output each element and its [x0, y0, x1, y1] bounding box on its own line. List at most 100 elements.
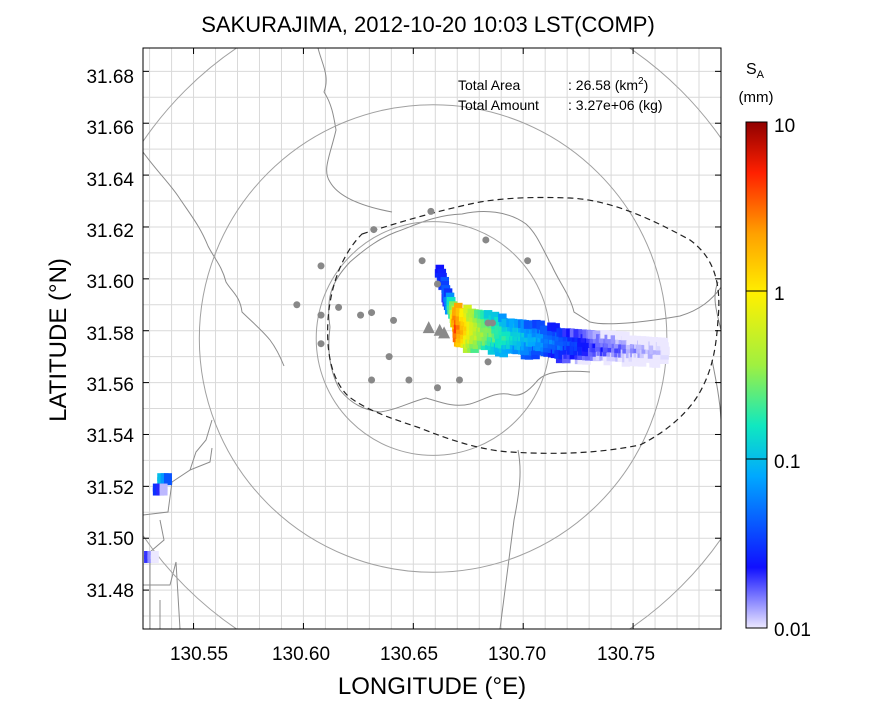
colorbar-tick-label: 1 — [774, 284, 785, 305]
y-tick-label: 31.48 — [86, 581, 134, 602]
y-axis-label: LATITUDE (°N) — [45, 258, 72, 422]
deposit-cell — [573, 329, 582, 338]
deposit-cell — [610, 335, 620, 344]
deposit-cell — [548, 340, 557, 349]
deposit-cell — [655, 346, 665, 355]
deposit-cell — [602, 343, 612, 353]
deposit-cell — [613, 339, 623, 349]
observation-stations — [293, 207, 532, 392]
deposit-cell — [463, 304, 472, 314]
colorbar-symbol: SA — [746, 61, 765, 81]
deposit-cell — [643, 336, 653, 346]
coastline-island — [328, 210, 721, 328]
colorbar-unit: (mm) — [739, 89, 774, 106]
deposit-cell — [621, 336, 630, 345]
colorbar-tick-label: 10 — [774, 116, 795, 137]
deposit-cell — [513, 323, 522, 333]
deposit-cell — [498, 313, 507, 323]
deposit-cell — [535, 338, 545, 347]
y-tick-label: 31.58 — [86, 324, 134, 345]
station-marker — [390, 316, 398, 324]
deposit-cell — [150, 551, 159, 560]
deposit-cell — [501, 318, 510, 328]
deposit-cell — [527, 333, 537, 343]
x-tick-labels: 130.55 130.60 130.65 130.70 130.75 — [170, 644, 655, 665]
x-tick-marks — [193, 48, 634, 629]
station-marker — [433, 280, 441, 288]
coastline-island-south — [328, 326, 591, 413]
deposit-cell — [462, 344, 472, 353]
station-marker — [370, 226, 378, 234]
deposit-cell — [660, 351, 669, 360]
deposit-cell — [484, 314, 493, 323]
deposit-cell — [661, 346, 670, 356]
y-tick-label: 31.56 — [86, 375, 134, 396]
station-marker — [418, 257, 426, 265]
y-tick-label: 31.50 — [86, 529, 134, 550]
deposit-cell — [501, 327, 510, 337]
deposit-cell — [546, 326, 556, 336]
map-title: SAKURAJIMA, 2012-10-20 10:03 LST(COMP) — [201, 12, 655, 37]
station-marker — [317, 311, 325, 319]
y-tick-marks — [143, 70, 721, 591]
station-marker — [357, 311, 365, 319]
deposit-cell — [445, 292, 455, 302]
deposit-cell — [660, 355, 669, 365]
colorbar-tick-label: 0.01 — [774, 620, 811, 641]
coastline-north-mainland — [317, 48, 393, 213]
deposit-cell — [483, 310, 493, 319]
deposit-cell — [476, 336, 486, 346]
station-marker — [482, 236, 490, 244]
deposit-cell — [543, 343, 552, 353]
total-area-value: : 26.58 (km2) — [568, 76, 648, 93]
deposit-cell — [598, 334, 608, 343]
station-marker — [455, 376, 463, 384]
deposit-cell — [584, 343, 593, 352]
station-marker — [433, 384, 441, 392]
dispersion-boundary — [327, 196, 720, 454]
deposit-cell — [551, 323, 560, 332]
station-marker — [368, 376, 376, 384]
x-tick-label: 130.70 — [488, 644, 546, 665]
y-tick-label: 31.62 — [86, 221, 134, 242]
deposit-cell — [490, 311, 500, 321]
y-tick-label: 31.68 — [86, 67, 134, 88]
deposit-cell — [620, 349, 630, 358]
deposit-cell — [595, 342, 604, 352]
y-tick-labels: 31.68 31.66 31.64 31.62 31.60 31.58 31.5… — [86, 67, 134, 602]
colorbar-gradient — [745, 121, 768, 629]
deposit-cell — [577, 342, 586, 352]
station-marker — [385, 353, 393, 361]
station-marker — [524, 257, 532, 265]
deposit-cell — [621, 340, 630, 350]
plot-frame — [142, 47, 722, 630]
x-tick-label: 130.55 — [170, 644, 228, 665]
deposit-cell — [606, 335, 615, 344]
y-tick-label: 31.52 — [86, 478, 134, 499]
deposit-cell — [531, 324, 541, 333]
map-plot-area — [142, 47, 722, 630]
station-marker — [484, 358, 492, 366]
deposit-cell — [648, 341, 658, 350]
deposit-cell — [577, 355, 586, 365]
station-marker — [293, 301, 301, 309]
deposit-cell — [660, 342, 669, 351]
deposit-cell — [536, 320, 545, 330]
x-tick-label: 130.60 — [272, 644, 330, 665]
deposit-cell — [628, 335, 637, 345]
deposit-cell — [659, 337, 669, 347]
y-tick-label: 31.64 — [86, 170, 134, 191]
deposit-cell — [607, 330, 616, 340]
y-tick-label: 31.54 — [86, 426, 134, 447]
y-tick-label: 31.66 — [86, 118, 134, 139]
deposit-cell — [632, 335, 641, 345]
colorbar: SA (mm) 10 1 0.1 0.01 — [739, 61, 811, 641]
deposit-cell — [505, 331, 515, 341]
deposit-cell — [443, 288, 453, 297]
coastline-north-east — [714, 281, 721, 331]
deposit-cell — [621, 331, 630, 341]
station-marker — [317, 262, 325, 270]
deposit-cell — [527, 338, 537, 347]
deposit-cell — [636, 344, 645, 354]
